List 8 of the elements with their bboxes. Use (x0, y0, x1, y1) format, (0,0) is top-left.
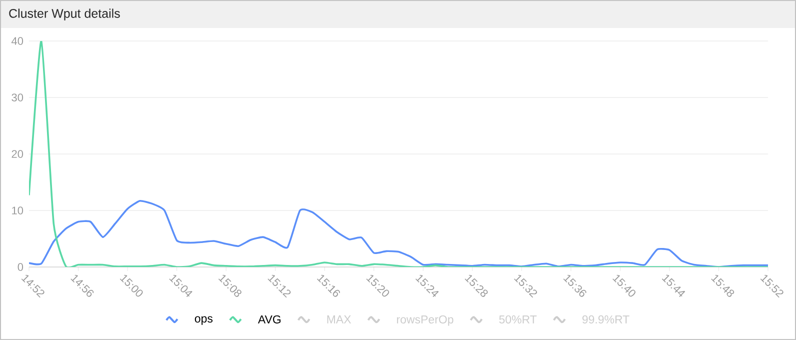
y-tick-label: 20 (12, 150, 24, 158)
legend-label: ops (194, 316, 213, 325)
legend-label: AVG (258, 315, 281, 324)
y-tick-label: 30 (12, 94, 24, 102)
y-tick-label: 0 (18, 263, 24, 271)
y-tick-label: 40 (12, 37, 24, 45)
y-tick-label: 10 (12, 206, 24, 214)
chart-title: Cluster Wput details (9, 8, 120, 20)
